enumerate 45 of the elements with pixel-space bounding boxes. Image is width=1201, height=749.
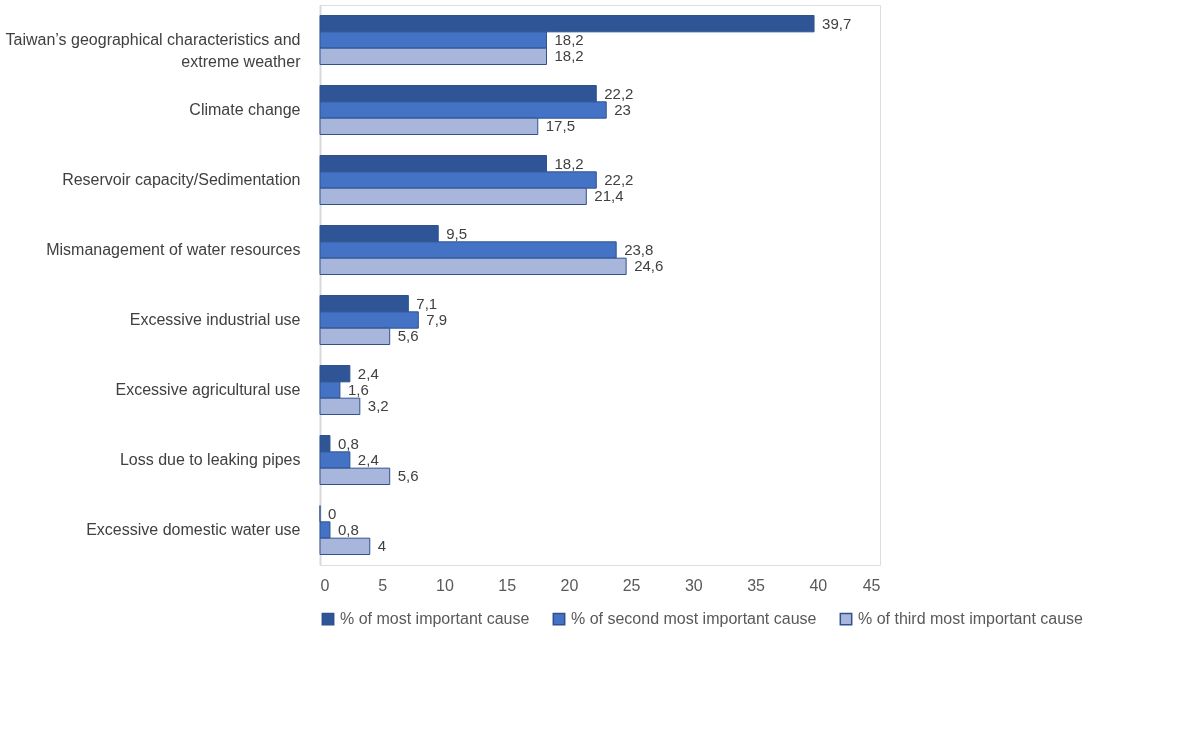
y-tick-label: Excessive agricultural use xyxy=(115,381,301,398)
x-tick-label: 45 xyxy=(862,576,881,594)
y-tick-label: Mismanagement of water resources xyxy=(46,241,301,258)
data-label: 23,8 xyxy=(624,241,654,258)
data-label: 9,5 xyxy=(446,224,468,242)
x-tick-label: 30 xyxy=(684,576,703,594)
x-tick-label: 15 xyxy=(498,576,517,594)
data-label: 18,2 xyxy=(554,31,584,48)
data-label: 22,2 xyxy=(604,171,634,188)
data-label: 2,4 xyxy=(357,364,379,382)
x-tick-label: 35 xyxy=(747,576,766,594)
data-label: 23 xyxy=(614,101,631,118)
data-label: 1,6 xyxy=(347,381,369,398)
legend-label: % of third most important cause xyxy=(858,610,1084,628)
y-tick-label: Climate change xyxy=(189,101,301,118)
data-label: 4 xyxy=(377,537,387,555)
data-label: 39,7 xyxy=(822,14,852,32)
data-label: 24,6 xyxy=(634,257,664,275)
x-tick-label: 10 xyxy=(436,576,454,594)
data-label: 7,9 xyxy=(426,311,448,328)
legend-label: % of most important cause xyxy=(340,610,530,628)
y-tick-label: Reservoir capacity/Sedimentation xyxy=(62,171,301,188)
x-tick-label: 20 xyxy=(560,576,579,594)
data-label: 7,1 xyxy=(416,294,438,312)
data-label: 0,8 xyxy=(337,434,359,452)
y-tick-label: Loss due to leaking pipes xyxy=(119,451,301,468)
data-label: 17,5 xyxy=(545,117,575,135)
legend-label: % of second most important cause xyxy=(571,610,817,628)
data-label: 5,6 xyxy=(397,467,419,485)
y-tick-label: Excessive domestic water use xyxy=(86,521,301,538)
data-label: 3,2 xyxy=(367,397,389,415)
y-tick-label: Taiwan’s geographical characteristics and extreme weather xyxy=(5,31,302,70)
x-tick-label: 0 xyxy=(320,576,330,594)
data-label: 2,4 xyxy=(357,451,379,468)
data-label: 0,8 xyxy=(337,521,359,538)
data-label: 18,2 xyxy=(554,154,584,172)
y-tick-label: Excessive industrial use xyxy=(129,311,301,328)
data-label: 22,2 xyxy=(604,84,634,102)
x-tick-label: 5 xyxy=(378,576,388,594)
data-label: 5,6 xyxy=(397,327,419,345)
data-label: 18,2 xyxy=(554,47,584,65)
x-tick-label: 25 xyxy=(622,576,641,594)
data-label: 21,4 xyxy=(594,187,624,205)
x-tick-label: 40 xyxy=(809,576,828,594)
data-label: 0 xyxy=(328,504,337,522)
